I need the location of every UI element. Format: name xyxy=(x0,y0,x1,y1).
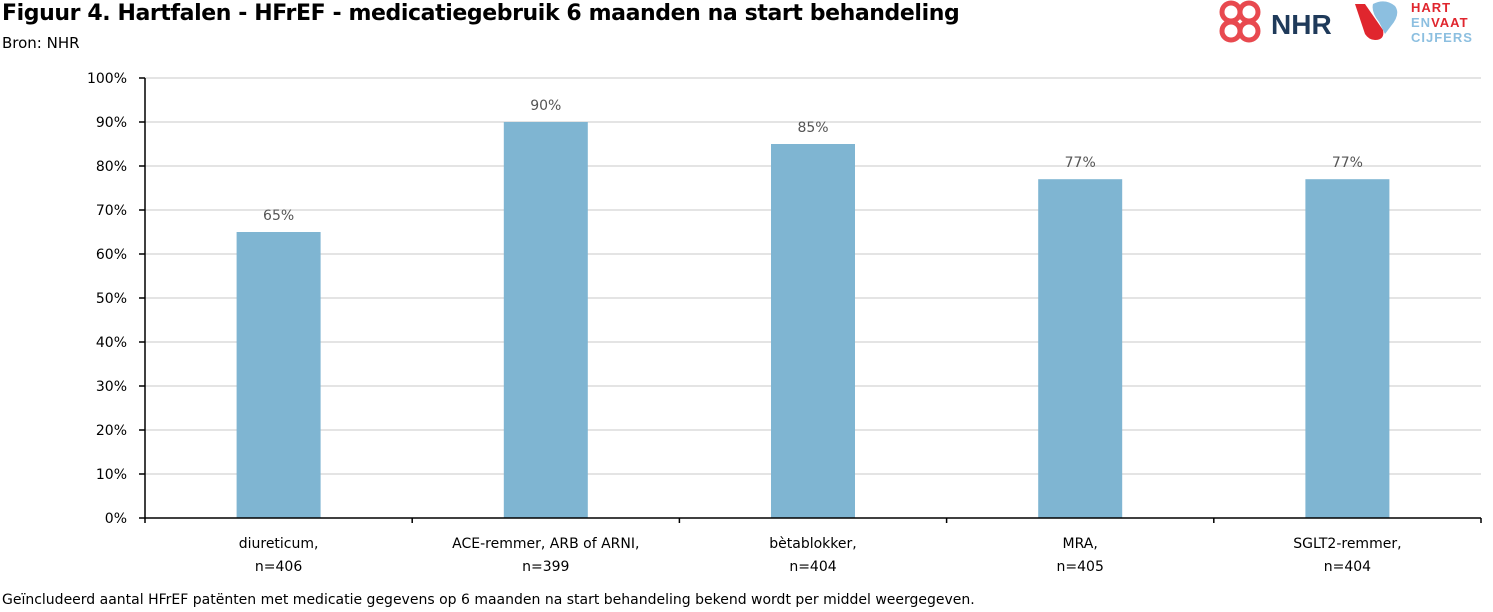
category-label: n=399 xyxy=(522,559,569,575)
category-label: MRA, xyxy=(1063,536,1098,552)
y-tick-label: 60% xyxy=(96,247,127,263)
data-label: 90% xyxy=(530,98,561,114)
nhr-logo-icon xyxy=(1219,0,1261,43)
bar xyxy=(1305,179,1390,518)
bar xyxy=(503,122,588,518)
hartvaat-line2-b: VAAT xyxy=(1431,15,1468,30)
category-label: n=404 xyxy=(1324,559,1371,575)
hartvaat-line1: HART xyxy=(1411,0,1451,15)
category-label: SGLT2-remmer, xyxy=(1293,536,1401,552)
category-label: n=405 xyxy=(1057,559,1104,575)
hartvaat-line2-a: EN xyxy=(1411,15,1431,30)
data-label: 85% xyxy=(797,120,828,136)
y-tick-label: 70% xyxy=(96,203,127,219)
data-label: 65% xyxy=(263,208,294,224)
y-tick-label: 50% xyxy=(96,291,127,307)
y-tick-label: 40% xyxy=(96,335,127,351)
data-label: 77% xyxy=(1332,155,1363,171)
category-label: n=404 xyxy=(789,559,836,575)
bar xyxy=(771,144,855,518)
logos: NHR HART ENVAAT CIJFERS xyxy=(1219,0,1473,45)
y-tick-label: 30% xyxy=(96,379,127,395)
data-label: 77% xyxy=(1065,155,1096,171)
y-tick-label: 80% xyxy=(96,159,127,175)
hartvaat-line2: ENVAAT xyxy=(1411,15,1469,30)
hartvaat-line3: CIJFERS xyxy=(1411,30,1473,45)
y-tick-label: 20% xyxy=(96,423,127,439)
y-tick-label: 90% xyxy=(96,115,127,131)
category-label: n=406 xyxy=(255,559,302,575)
y-tick-label: 10% xyxy=(96,467,127,483)
category-label: ACE-remmer, ARB of ARNI, xyxy=(452,536,639,552)
source-text: Bron: NHR xyxy=(2,34,80,52)
bar xyxy=(1038,179,1123,518)
footnote: Geïncludeerd aantal HFrEF patënten met m… xyxy=(2,592,975,608)
y-tick-label: 100% xyxy=(87,71,127,87)
hartvaat-logo-icon xyxy=(1355,1,1398,40)
category-label: bètablokker, xyxy=(769,536,856,552)
nhr-logo-text: NHR xyxy=(1271,9,1332,40)
chart-title: Figuur 4. Hartfalen - HFrEF - medicatieg… xyxy=(2,1,960,26)
category-label: diureticum, xyxy=(239,536,319,552)
y-tick-label: 0% xyxy=(105,511,127,527)
bar xyxy=(236,232,321,518)
